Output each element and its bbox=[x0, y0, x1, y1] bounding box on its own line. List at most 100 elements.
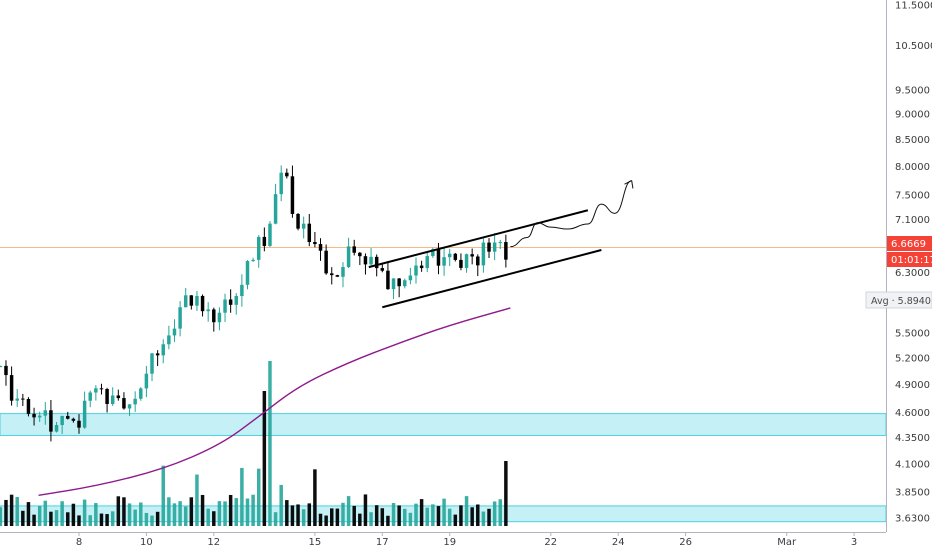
candle[interactable] bbox=[4, 360, 8, 386]
candle[interactable] bbox=[245, 260, 250, 290]
candle[interactable] bbox=[167, 325, 171, 350]
candle[interactable] bbox=[386, 261, 390, 290]
candle[interactable] bbox=[60, 415, 64, 435]
candle[interactable] bbox=[88, 390, 92, 408]
candle[interactable] bbox=[9, 366, 14, 406]
candle[interactable] bbox=[330, 267, 334, 285]
candle[interactable] bbox=[447, 248, 452, 267]
candle[interactable] bbox=[363, 253, 368, 275]
candle[interactable] bbox=[470, 248, 474, 265]
candle[interactable] bbox=[200, 294, 205, 317]
candle[interactable] bbox=[313, 231, 317, 248]
volume-bar bbox=[195, 474, 199, 526]
candle[interactable] bbox=[251, 257, 255, 262]
ascending-channel[interactable] bbox=[368, 209, 602, 309]
candle[interactable] bbox=[223, 293, 227, 323]
candle[interactable] bbox=[32, 407, 36, 426]
candle[interactable] bbox=[206, 302, 210, 322]
candle[interactable] bbox=[335, 274, 340, 277]
candle[interactable] bbox=[94, 385, 98, 401]
candle[interactable] bbox=[492, 233, 497, 261]
candle[interactable] bbox=[178, 301, 182, 337]
candle[interactable] bbox=[172, 319, 177, 342]
candle[interactable] bbox=[105, 387, 109, 413]
candle[interactable] bbox=[414, 257, 418, 284]
x-axis-ticks[interactable]: 8 10 12 15 17 19 22 24 26 Mar 3 bbox=[76, 532, 857, 548]
candle[interactable] bbox=[498, 239, 502, 250]
candle[interactable] bbox=[144, 365, 149, 398]
candle[interactable] bbox=[397, 278, 401, 298]
candle[interactable] bbox=[66, 411, 70, 420]
candle[interactable] bbox=[228, 289, 233, 313]
candle[interactable] bbox=[150, 352, 154, 382]
candle[interactable] bbox=[139, 387, 143, 401]
candle[interactable] bbox=[122, 392, 126, 410]
channel-upper-line[interactable] bbox=[368, 209, 589, 269]
candle[interactable] bbox=[459, 253, 463, 271]
candle[interactable] bbox=[54, 422, 59, 433]
candle[interactable] bbox=[43, 402, 48, 425]
candle[interactable] bbox=[71, 417, 76, 423]
candle[interactable] bbox=[133, 391, 137, 412]
candle[interactable] bbox=[127, 404, 132, 417]
candle[interactable] bbox=[408, 267, 413, 285]
candle[interactable] bbox=[403, 278, 407, 289]
candle[interactable] bbox=[279, 165, 283, 202]
candle[interactable] bbox=[431, 247, 435, 258]
candle[interactable] bbox=[183, 287, 188, 308]
candle[interactable] bbox=[352, 239, 356, 256]
candle[interactable] bbox=[212, 307, 216, 332]
candle[interactable] bbox=[99, 383, 104, 395]
candle[interactable] bbox=[273, 183, 278, 225]
candle[interactable] bbox=[262, 227, 267, 252]
candle[interactable] bbox=[290, 165, 295, 218]
candle[interactable] bbox=[155, 350, 160, 367]
candle[interactable] bbox=[358, 252, 362, 266]
y-axis-ticks[interactable]: 11.5000 10.5000 9.5000 9.0000 8.5000 8.0000 7.… bbox=[895, 1, 932, 525]
channel-lower-line[interactable] bbox=[382, 249, 602, 309]
candle[interactable] bbox=[37, 411, 42, 422]
candle[interactable] bbox=[285, 168, 289, 179]
candle[interactable] bbox=[82, 391, 87, 429]
candle[interactable] bbox=[234, 293, 239, 315]
candle[interactable] bbox=[268, 221, 272, 248]
candle[interactable] bbox=[49, 399, 53, 442]
candle[interactable] bbox=[26, 397, 31, 417]
candle[interactable] bbox=[481, 237, 486, 273]
y-tick-label: 8.0000 bbox=[895, 162, 930, 173]
candle[interactable] bbox=[476, 254, 480, 277]
candle[interactable] bbox=[487, 238, 491, 258]
candle[interactable] bbox=[318, 238, 323, 261]
support-zone-1[interactable] bbox=[0, 413, 887, 436]
candle[interactable] bbox=[346, 237, 351, 269]
candle[interactable] bbox=[425, 252, 429, 273]
candle[interactable] bbox=[419, 260, 424, 272]
candle[interactable] bbox=[77, 414, 81, 434]
candle[interactable] bbox=[453, 252, 458, 262]
candle[interactable] bbox=[442, 246, 446, 276]
candle[interactable] bbox=[369, 247, 373, 266]
candle[interactable] bbox=[324, 244, 328, 275]
candle[interactable] bbox=[189, 295, 194, 310]
candle[interactable] bbox=[195, 291, 199, 311]
candle[interactable] bbox=[504, 234, 508, 268]
candle[interactable] bbox=[256, 235, 261, 268]
candle[interactable] bbox=[464, 253, 469, 273]
candle[interactable] bbox=[240, 274, 244, 307]
candle[interactable] bbox=[296, 213, 300, 231]
candle[interactable] bbox=[307, 213, 312, 247]
candle[interactable] bbox=[380, 264, 385, 273]
candle[interactable] bbox=[341, 262, 345, 288]
candle[interactable] bbox=[21, 393, 25, 407]
candle[interactable] bbox=[116, 389, 121, 401]
candle[interactable] bbox=[110, 387, 115, 406]
candle[interactable] bbox=[15, 389, 19, 407]
candle[interactable] bbox=[161, 339, 165, 364]
candle[interactable] bbox=[391, 278, 396, 300]
candle[interactable] bbox=[301, 216, 306, 239]
projection-path[interactable] bbox=[510, 180, 632, 248]
candle[interactable] bbox=[0, 365, 3, 368]
candle[interactable] bbox=[217, 307, 222, 331]
candle-body bbox=[352, 246, 356, 253]
